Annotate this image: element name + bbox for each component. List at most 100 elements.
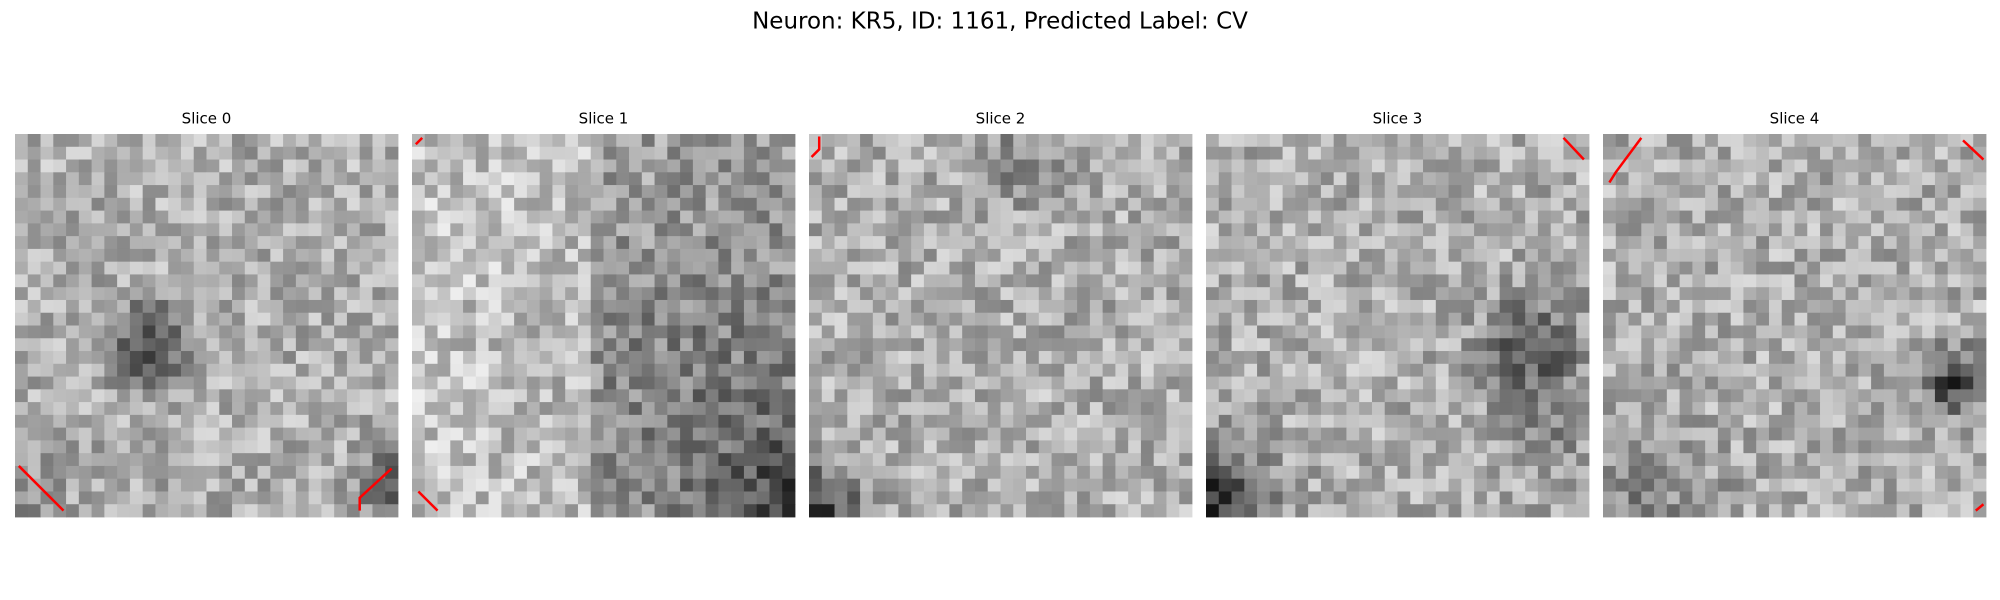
pixel [1231, 312, 1245, 326]
pixel [91, 504, 105, 518]
pixel [142, 299, 156, 314]
pixel [1525, 159, 1539, 173]
pixel [1282, 389, 1296, 403]
pixel [1102, 376, 1116, 390]
pixel [1140, 197, 1155, 211]
pixel [1845, 351, 1859, 365]
pixel [1231, 274, 1245, 288]
pixel [385, 274, 399, 288]
pixel [526, 351, 541, 365]
pixel [1474, 363, 1488, 377]
pixel [1692, 299, 1706, 314]
pixel [1166, 312, 1180, 326]
pixel [308, 299, 322, 314]
pixel [1384, 312, 1398, 326]
pixel [1525, 210, 1539, 224]
pixel [180, 312, 195, 326]
pixel [270, 274, 284, 288]
pixel [257, 427, 271, 441]
pixel [1064, 146, 1078, 160]
pixel [769, 236, 783, 250]
pixel [1371, 248, 1386, 263]
pixel [437, 172, 451, 186]
pixel [898, 248, 912, 263]
pixel [1269, 478, 1283, 492]
pixel [1346, 185, 1360, 199]
pixel [359, 299, 373, 314]
pixel [66, 453, 80, 467]
pixel [872, 287, 886, 301]
pixel [295, 236, 310, 250]
pixel [1486, 236, 1501, 250]
pixel [78, 261, 92, 275]
pixel [1295, 402, 1309, 416]
pixel [705, 197, 719, 211]
pixel [1820, 236, 1834, 250]
pixel [488, 351, 502, 365]
pixel [949, 287, 963, 301]
pixel [1102, 453, 1116, 467]
pixel [219, 376, 233, 390]
pixel [974, 261, 989, 275]
pixel [385, 172, 399, 186]
pixel [1257, 491, 1271, 505]
pixel [1960, 185, 1974, 199]
pixel [590, 134, 604, 148]
pixel [385, 299, 399, 314]
pixel [437, 453, 451, 467]
pixel [1960, 440, 1974, 454]
pixel [1679, 402, 1693, 416]
pixel [219, 338, 233, 352]
pixel [334, 504, 348, 518]
pixel [1550, 389, 1564, 403]
pixel [1089, 491, 1104, 505]
pixel [769, 453, 783, 467]
pixel [1692, 261, 1706, 275]
pixel [1563, 261, 1577, 275]
pixel [705, 389, 719, 403]
pixel [219, 312, 233, 326]
pixel [244, 504, 258, 518]
pixel [1257, 427, 1271, 441]
pixel [1244, 478, 1258, 492]
pixel [962, 172, 976, 186]
pixel [1858, 197, 1872, 211]
pixel [1128, 440, 1142, 454]
pixel [463, 363, 477, 377]
pixel [412, 210, 426, 224]
pixel [1089, 465, 1104, 480]
pixel [1077, 312, 1091, 326]
pixel [1128, 478, 1142, 492]
pixel [15, 223, 29, 237]
pixel [1692, 363, 1706, 377]
pixel [1768, 210, 1783, 224]
pixel [91, 402, 105, 416]
pixel [1000, 453, 1014, 467]
pixel [809, 351, 823, 365]
pixel [437, 134, 451, 148]
pixel [232, 312, 246, 326]
pixel [872, 172, 886, 186]
pixel [654, 274, 668, 288]
pixel [501, 185, 515, 199]
pixel [616, 287, 630, 301]
pixel [78, 363, 92, 377]
pixel [232, 376, 246, 390]
pixel [1282, 351, 1296, 365]
pixel [1499, 402, 1513, 416]
pixel [27, 146, 41, 160]
contour-line [417, 490, 439, 512]
pixel [257, 325, 271, 339]
pixel [923, 478, 938, 492]
pixel [1576, 159, 1590, 173]
pixel [1244, 440, 1258, 454]
pixel [1947, 453, 1961, 467]
pixel [53, 287, 67, 301]
pixel [450, 338, 464, 352]
pixel [1435, 402, 1449, 416]
pixel [1692, 236, 1706, 250]
pixel [1756, 185, 1770, 199]
pixel [809, 478, 823, 492]
pixel [1206, 248, 1220, 263]
pixel [1947, 440, 1961, 454]
